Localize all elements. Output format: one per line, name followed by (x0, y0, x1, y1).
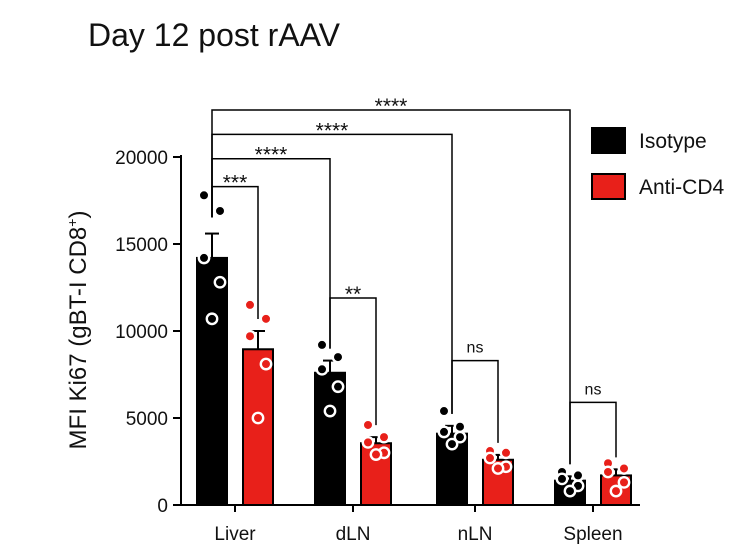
y-tick-label: 15000 (115, 235, 168, 256)
y-tick-label: 20000 (115, 148, 168, 169)
data-point (315, 338, 329, 352)
data-point (609, 484, 623, 498)
data-point (453, 420, 467, 434)
significance-bracket (329, 297, 377, 426)
significance-bracket (569, 401, 617, 465)
data-point (361, 418, 375, 432)
data-point (243, 298, 257, 312)
data-point (555, 472, 569, 486)
bar-anti-cd4-liver (242, 348, 274, 506)
data-point (213, 204, 227, 218)
data-point (617, 462, 631, 475)
x-tick-label: Liver (214, 524, 256, 545)
data-point (331, 380, 345, 394)
data-point (617, 475, 631, 489)
bars (196, 188, 632, 507)
data-point (205, 312, 219, 326)
significance-label: *** (223, 172, 248, 195)
legend-label: Anti-CD4 (639, 176, 725, 199)
data-point (499, 446, 513, 460)
bar-isotype-dln (314, 371, 346, 507)
data-point (437, 425, 451, 439)
data-point (315, 362, 329, 376)
data-point (251, 411, 265, 425)
y-tick-label: 5000 (126, 409, 168, 430)
axes: 0 5000 10000 15000 20000 Liver dLN nLN Spleen (115, 148, 640, 545)
significance-label: ns (585, 381, 602, 398)
data-point (453, 430, 467, 444)
data-point (323, 404, 337, 418)
data-point (437, 404, 451, 418)
data-point (563, 484, 577, 498)
significance-bracket (211, 109, 571, 465)
y-tick-label: 0 (157, 496, 168, 517)
chart-title: Day 12 post rAAV (88, 17, 341, 53)
y-axis-label: MFI Ki67 (gBT-I CD8+) (64, 211, 92, 450)
data-point (259, 357, 273, 371)
x-tick-label: Spleen (563, 524, 622, 545)
significance-label: **** (375, 95, 408, 118)
significance-label: **** (255, 144, 288, 167)
y-tick-label: 10000 (115, 322, 168, 343)
legend-swatch-isotype (591, 127, 626, 154)
legend: Isotype Anti-CD4 (591, 127, 725, 200)
data-point (491, 462, 505, 475)
legend-swatch-anti-cd4 (591, 173, 626, 200)
data-point (213, 275, 227, 289)
data-point (601, 465, 615, 479)
data-point (259, 312, 273, 326)
data-point (483, 451, 497, 465)
data-point (445, 437, 459, 451)
x-tick-label: nLN (458, 524, 493, 545)
significance-label: ns (467, 340, 484, 357)
data-point (197, 188, 211, 202)
data-point (571, 469, 585, 482)
x-tick-label: dLN (336, 524, 371, 545)
significance-label: ** (345, 283, 361, 306)
data-point (369, 448, 383, 461)
bar-isotype-liver (196, 256, 228, 507)
legend-label: Isotype (639, 130, 707, 153)
data-point (361, 435, 375, 449)
data-point (331, 350, 345, 364)
data-point (243, 329, 257, 343)
data-point (197, 251, 211, 265)
significance-label: **** (316, 119, 349, 142)
significance-bracket (451, 359, 499, 443)
data-point (377, 430, 391, 444)
